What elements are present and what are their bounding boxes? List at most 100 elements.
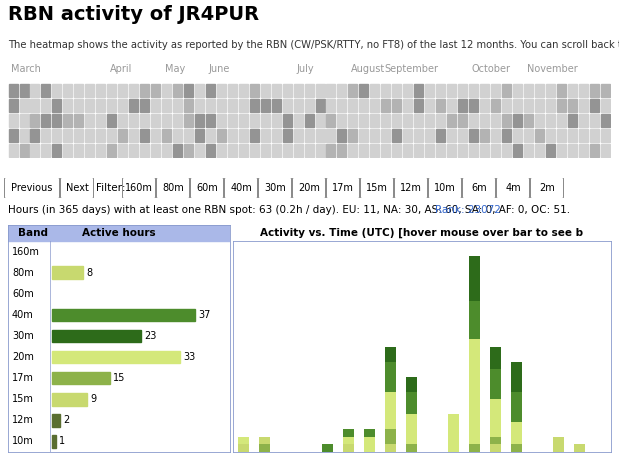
Bar [436, 84, 445, 97]
Bar [63, 114, 72, 127]
Text: Hours (in 365 days) with at least one RBN spot: 63 (0.2h / day). EU: 11, NA: 30,: Hours (in 365 days) with at least one RB… [8, 205, 573, 215]
Bar [20, 129, 28, 142]
Bar [195, 99, 204, 112]
Bar [20, 84, 28, 97]
Bar [568, 144, 577, 157]
Bar [348, 99, 357, 112]
Bar [405, 415, 417, 444]
Bar [414, 144, 423, 157]
Bar [414, 129, 423, 142]
FancyBboxPatch shape [293, 178, 326, 198]
Bar [118, 144, 127, 157]
Bar [579, 99, 587, 112]
Bar [239, 99, 248, 112]
Bar [502, 144, 511, 157]
Bar [283, 129, 292, 142]
Bar [447, 129, 456, 142]
Bar [502, 114, 511, 127]
Text: 30m: 30m [264, 183, 286, 193]
Bar [184, 99, 193, 112]
Bar [436, 114, 445, 127]
Bar [129, 129, 138, 142]
Bar [436, 144, 445, 157]
Bar [41, 99, 50, 112]
Bar [370, 84, 379, 97]
Bar [63, 84, 72, 97]
Bar [590, 144, 599, 157]
Bar [30, 114, 40, 127]
Bar [97, 84, 105, 97]
Bar [41, 144, 50, 157]
Bar [590, 129, 599, 142]
Text: 15: 15 [113, 373, 126, 383]
Text: 60m: 60m [12, 289, 34, 299]
Bar [107, 84, 116, 97]
Text: 33: 33 [183, 352, 195, 362]
Bar [52, 266, 83, 279]
Bar [162, 99, 171, 112]
Bar [173, 129, 182, 142]
Bar [425, 114, 434, 127]
Bar [217, 114, 226, 127]
Bar [546, 144, 555, 157]
Bar [381, 129, 391, 142]
Bar [9, 144, 17, 157]
Text: 10m: 10m [434, 183, 456, 193]
Text: Band: Band [18, 228, 48, 238]
Bar [293, 114, 303, 127]
Bar [206, 144, 215, 157]
Bar [568, 129, 577, 142]
FancyBboxPatch shape [123, 178, 155, 198]
Bar [129, 144, 138, 157]
Bar [74, 129, 84, 142]
Bar [195, 144, 204, 157]
Bar [261, 129, 270, 142]
Bar [337, 114, 347, 127]
Bar [162, 84, 171, 97]
Bar [293, 144, 303, 157]
Bar [337, 84, 347, 97]
Bar [364, 437, 375, 452]
Bar [228, 84, 237, 97]
Bar [469, 256, 480, 301]
Bar [272, 129, 280, 142]
FancyBboxPatch shape [4, 178, 59, 198]
Bar [535, 129, 544, 142]
Bar [385, 392, 396, 429]
Bar [590, 99, 599, 112]
Bar [239, 114, 248, 127]
Bar [85, 114, 94, 127]
Bar [546, 114, 555, 127]
Bar [41, 129, 50, 142]
Bar [173, 144, 182, 157]
Bar [53, 144, 61, 157]
Bar [600, 114, 610, 127]
Bar [140, 114, 149, 127]
Bar [490, 437, 501, 444]
Bar [535, 84, 544, 97]
Bar [469, 144, 478, 157]
Bar [535, 99, 544, 112]
Bar [195, 114, 204, 127]
Bar [249, 114, 259, 127]
Bar [511, 444, 522, 452]
Bar [385, 429, 396, 444]
Text: 8: 8 [86, 268, 92, 278]
Bar [458, 84, 467, 97]
Bar [184, 129, 193, 142]
Bar [568, 99, 577, 112]
Bar [41, 84, 50, 97]
Bar [293, 84, 303, 97]
Bar [469, 114, 478, 127]
Bar [436, 129, 445, 142]
Bar [448, 415, 459, 452]
Bar [491, 144, 500, 157]
Bar [97, 129, 105, 142]
Bar [238, 444, 249, 452]
Text: March: March [11, 64, 41, 74]
Bar [9, 114, 17, 127]
Bar [118, 99, 127, 112]
Bar [370, 114, 379, 127]
Bar [490, 444, 501, 452]
Bar [316, 84, 324, 97]
